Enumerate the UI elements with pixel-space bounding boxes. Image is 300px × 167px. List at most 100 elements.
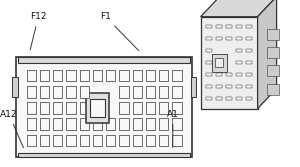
Bar <box>216 97 222 100</box>
Bar <box>26 86 36 98</box>
Bar <box>172 135 182 146</box>
Bar <box>80 86 89 98</box>
Bar <box>267 47 278 58</box>
Bar <box>216 25 222 29</box>
Bar <box>190 77 196 97</box>
Bar <box>216 73 222 76</box>
Bar <box>216 37 222 40</box>
Bar <box>26 135 36 146</box>
Bar <box>212 54 226 72</box>
Bar <box>206 25 212 29</box>
Polygon shape <box>201 0 277 17</box>
Bar <box>119 70 129 81</box>
Bar <box>246 37 252 40</box>
Bar <box>90 99 105 117</box>
Bar <box>40 86 49 98</box>
Bar <box>267 29 278 40</box>
Bar <box>85 93 109 123</box>
Bar <box>93 118 102 130</box>
Bar <box>119 135 129 146</box>
Bar <box>18 153 190 157</box>
Bar <box>216 85 222 88</box>
Bar <box>133 86 142 98</box>
Bar <box>246 61 252 64</box>
Bar <box>206 73 212 76</box>
Bar <box>40 118 49 130</box>
Bar <box>146 118 155 130</box>
Bar <box>146 102 155 114</box>
Bar <box>119 86 129 98</box>
Bar <box>226 37 232 40</box>
Bar <box>172 70 182 81</box>
Bar <box>53 102 62 114</box>
Bar <box>80 118 89 130</box>
Bar <box>133 118 142 130</box>
Bar <box>159 102 168 114</box>
Bar <box>172 86 182 98</box>
Bar <box>53 70 62 81</box>
Text: F12: F12 <box>30 12 46 50</box>
Bar <box>201 17 258 109</box>
Bar <box>80 102 89 114</box>
Text: A12: A12 <box>0 110 23 148</box>
Bar <box>119 118 129 130</box>
Bar <box>93 135 102 146</box>
Bar <box>215 58 223 67</box>
Bar <box>206 61 212 64</box>
Bar <box>146 70 155 81</box>
Bar <box>16 57 192 157</box>
Bar <box>53 118 62 130</box>
Bar <box>80 135 89 146</box>
Bar <box>236 25 242 29</box>
Bar <box>80 70 89 81</box>
Text: A1: A1 <box>167 110 179 147</box>
Bar <box>159 86 168 98</box>
Bar <box>246 49 252 52</box>
Text: F1: F1 <box>100 12 139 51</box>
Bar <box>236 85 242 88</box>
Bar <box>146 135 155 146</box>
Bar <box>26 70 36 81</box>
Bar <box>106 70 116 81</box>
Bar <box>159 118 168 130</box>
Bar <box>172 118 182 130</box>
Bar <box>53 135 62 146</box>
Bar <box>226 73 232 76</box>
Bar <box>226 85 232 88</box>
Bar <box>66 118 76 130</box>
Bar <box>172 102 182 114</box>
Bar <box>236 37 242 40</box>
Bar <box>66 135 76 146</box>
Bar <box>26 118 36 130</box>
Bar <box>106 118 116 130</box>
Bar <box>246 85 252 88</box>
Bar <box>206 85 212 88</box>
Bar <box>133 102 142 114</box>
Bar <box>40 135 49 146</box>
Bar <box>66 102 76 114</box>
Bar <box>226 97 232 100</box>
Bar <box>236 97 242 100</box>
Bar <box>146 86 155 98</box>
Bar <box>267 65 278 76</box>
Bar <box>236 73 242 76</box>
Bar <box>246 97 252 100</box>
Bar <box>226 25 232 29</box>
Polygon shape <box>258 0 277 109</box>
Bar <box>53 86 62 98</box>
Bar <box>236 49 242 52</box>
Bar <box>246 25 252 29</box>
Bar <box>206 49 212 52</box>
Bar <box>106 135 116 146</box>
Bar <box>133 70 142 81</box>
Bar <box>40 70 49 81</box>
Bar <box>26 102 36 114</box>
Bar <box>40 102 49 114</box>
Bar <box>66 70 76 81</box>
Bar <box>236 61 242 64</box>
Bar <box>206 97 212 100</box>
Bar <box>206 37 212 40</box>
Bar <box>133 135 142 146</box>
Bar <box>267 84 278 95</box>
Bar <box>246 73 252 76</box>
